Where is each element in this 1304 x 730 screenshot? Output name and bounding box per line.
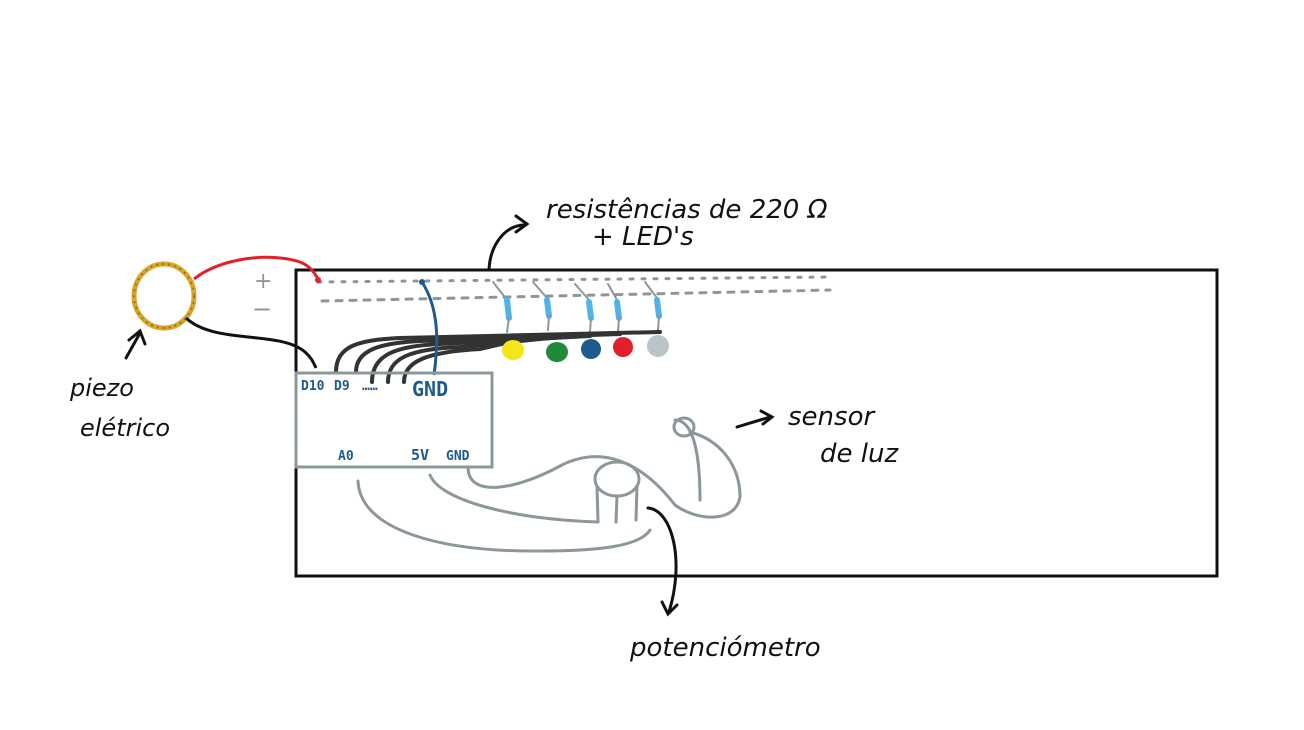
annotation-arrows bbox=[124, 214, 775, 617]
piezo-red-wire bbox=[193, 255, 320, 281]
pin-d9: D9 bbox=[334, 379, 350, 394]
pin-5v: 5V bbox=[411, 446, 429, 464]
pin-dots: …… bbox=[362, 379, 378, 394]
minus-sign: − bbox=[252, 295, 272, 323]
label-potentiometer: potenciómetro bbox=[629, 633, 821, 663]
label-piezo-line1: piezo bbox=[69, 374, 134, 402]
label-light-sensor-line2: de luz bbox=[820, 439, 899, 469]
gnd-wire-end bbox=[419, 279, 425, 285]
gnd-blue-wire bbox=[420, 281, 439, 376]
led-red bbox=[613, 337, 633, 357]
arduino-board bbox=[294, 371, 494, 469]
light-sensor bbox=[672, 416, 742, 499]
plus-sign: + bbox=[254, 269, 272, 294]
pin-d10: D10 bbox=[301, 379, 325, 394]
pin-a0: A0 bbox=[338, 449, 354, 464]
led-green bbox=[546, 342, 568, 362]
red-wire-end bbox=[315, 277, 321, 283]
led-row bbox=[502, 335, 669, 362]
power-rails bbox=[316, 275, 832, 303]
label-resistors-line1: resistências de 220 Ω bbox=[546, 195, 828, 225]
label-light-sensor-line1: sensor bbox=[788, 402, 876, 432]
resistors bbox=[492, 281, 662, 333]
potentiometer bbox=[593, 460, 641, 524]
piezo-black-wire bbox=[184, 316, 318, 369]
pin-gnd-top: GND bbox=[412, 377, 448, 401]
led-white bbox=[647, 335, 669, 357]
piezo-buzzer bbox=[131, 261, 197, 331]
label-piezo-line2: elétrico bbox=[80, 414, 170, 442]
pin-gnd-bottom: GND bbox=[446, 449, 470, 464]
sensor-wires bbox=[356, 418, 742, 553]
label-resistors-line2: + LED's bbox=[592, 222, 694, 252]
led-yellow bbox=[502, 340, 524, 360]
led-blue bbox=[581, 339, 601, 359]
